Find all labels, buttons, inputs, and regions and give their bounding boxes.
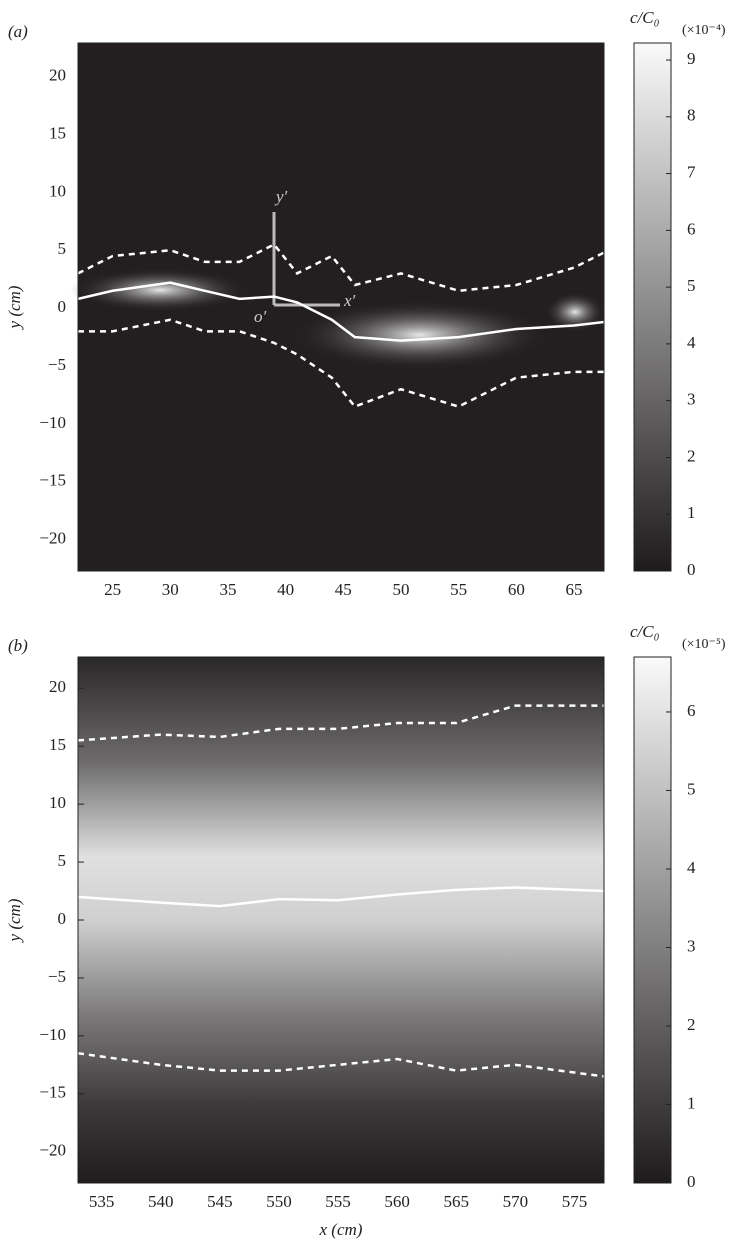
y-tick-label: 10 [49,793,66,812]
axes-frame [77,42,605,572]
x-tick-label: 560 [384,1192,410,1211]
y-tick-label: 0 [58,297,67,316]
x-tick-label: 25 [104,580,121,599]
colorbar-tick-label: 3 [687,936,696,955]
x-tick-label: 535 [89,1192,115,1211]
x-tick-label: 65 [566,580,583,599]
image-b [78,657,604,1183]
y-tick-label: 15 [49,735,66,754]
y-tick-label: 5 [58,851,67,870]
x-tick-label: 55 [450,580,467,599]
x-tick-label: 550 [266,1192,292,1211]
x-tick-label: 570 [503,1192,529,1211]
colorbar-tick-label: 0 [687,560,696,579]
y-tick-label: −20 [39,1141,66,1160]
x-tick-label: 35 [219,580,236,599]
boundary-line [77,704,604,742]
y-tick-label: −20 [39,529,66,548]
y-tick-label: 20 [49,65,66,84]
x-tick-label: 545 [207,1192,233,1211]
x-tick-label: 575 [562,1192,588,1211]
colorbar-tick-label: 0 [687,1172,696,1191]
colorbar-tick-label: 2 [687,446,696,465]
x-tick-label: 60 [508,580,525,599]
plume-a [70,268,250,312]
y-axis-label: y (cm) [5,285,24,330]
colorbar-tick-label: 1 [687,503,696,522]
center-line [77,281,605,342]
colorbar-tick-label: 7 [687,162,696,181]
colorbar-tick-label: 1 [687,1093,696,1112]
y-tick-label: −10 [39,1025,66,1044]
y-tick-label: −15 [39,1083,66,1102]
annotation: x′ [343,291,356,310]
colorbar-tick-label: 3 [687,390,696,409]
x-tick-label: 45 [335,580,352,599]
annotation: o′ [254,307,267,326]
y-tick-label: −15 [39,471,66,490]
colorbar-tick-label: 8 [687,106,696,125]
panel-label: (b) [8,636,28,655]
plume-a [290,300,550,370]
y-tick-label: 0 [58,909,67,928]
boundary-line [77,1052,605,1078]
colorbar-unit: (×10⁻⁵) [682,637,726,652]
boundary-line [77,242,605,293]
y-axis-label: y (cm) [5,898,24,943]
colorbar-tick-label: 4 [687,858,696,877]
colorbar-unit: (×10⁻⁴) [682,23,726,38]
y-tick-label: 10 [49,181,66,200]
panel-label: (a) [8,22,28,41]
plume-a [545,292,605,332]
y-tick-label: 5 [58,239,67,258]
annotation: y′ [274,187,288,206]
colorbar-tick-label: 2 [687,1015,696,1034]
y-tick-label: −5 [48,355,66,374]
colorbar-tick-label: 6 [687,701,696,720]
x-tick-label: 40 [277,580,294,599]
colorbar-label: c/C₀ [630,622,660,641]
x-tick-label: 555 [325,1192,351,1211]
colorbar-tick-label: 4 [687,333,696,352]
colorbar-label: c/C₀ [630,8,660,27]
colorbar-tick-label: 9 [687,49,696,68]
x-tick-label: 540 [148,1192,174,1211]
y-tick-label: −5 [48,967,66,986]
y-tick-label: 15 [49,123,66,142]
x-tick-label: 30 [162,580,179,599]
y-tick-label: 20 [49,677,66,696]
y-tick-label: −10 [39,413,66,432]
local-axes [272,212,340,307]
center-line [77,886,605,908]
colorbar-b [633,656,672,1184]
colorbar-tick-label: 5 [687,779,696,798]
colorbar-tick-label: 5 [687,276,696,295]
x-tick-label: 50 [392,580,409,599]
colorbar-a [633,42,672,572]
boundary-line [78,318,604,409]
x-axis-label: x (cm) [319,1220,363,1239]
x-tick-label: 565 [443,1192,469,1211]
colorbar-tick-label: 6 [687,219,696,238]
